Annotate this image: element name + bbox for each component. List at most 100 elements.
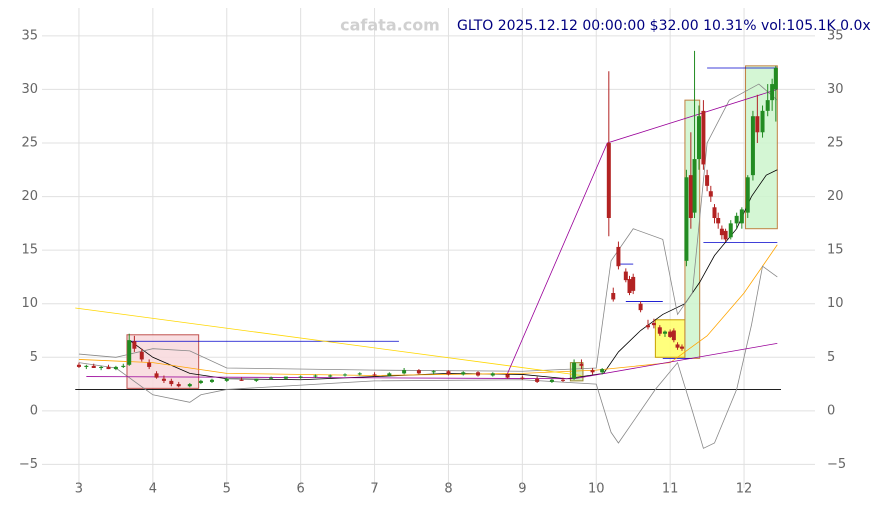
y-tick-label: 15: [21, 243, 38, 258]
indicator-line: [130, 169, 778, 381]
candle-body: [692, 159, 697, 213]
candle-body: [198, 380, 203, 383]
candle-body: [679, 346, 684, 349]
candle-body: [298, 376, 303, 378]
candle-body: [745, 177, 750, 213]
candle-body: [127, 340, 132, 365]
x-tick-label: 3: [75, 482, 83, 497]
candle-body: [708, 191, 713, 197]
candle-body: [113, 366, 118, 370]
candle-body: [535, 378, 540, 382]
candle-body: [734, 215, 739, 224]
candle-body: [402, 370, 407, 374]
y-tick-label: 5: [30, 350, 38, 365]
candle-body: [701, 110, 706, 165]
y-tick-label: −5: [19, 457, 38, 472]
candle-body: [91, 365, 96, 368]
candle-body: [719, 228, 724, 236]
candle-body: [476, 372, 481, 376]
y-tick-label: 10: [21, 296, 38, 311]
y-tick-label-right: 20: [827, 189, 844, 204]
candle-body: [623, 271, 628, 281]
y-tick-label: 30: [21, 82, 38, 97]
candle-body: [572, 362, 577, 379]
candle-body: [675, 344, 680, 348]
candle-body: [342, 374, 347, 376]
indicator-line: [507, 89, 778, 374]
x-tick-label: 8: [444, 482, 452, 497]
candle-body: [239, 379, 244, 381]
y-tick-label: 25: [21, 136, 38, 151]
candle-body: [132, 341, 137, 349]
x-tick-label: 4: [149, 482, 157, 497]
y-tick-label: 20: [21, 189, 38, 204]
candle-body: [357, 373, 362, 375]
indicator-line: [75, 307, 582, 376]
candle-body: [728, 223, 733, 238]
y-tick-label-right: −5: [827, 457, 846, 472]
candle-body: [645, 325, 650, 328]
candle-body: [611, 293, 616, 300]
candle-body: [627, 279, 632, 293]
candle-body: [372, 374, 377, 376]
candle-body: [84, 365, 89, 367]
y-tick-label: 0: [30, 403, 38, 418]
candle-body: [139, 351, 144, 360]
candle-body: [187, 384, 192, 387]
candle-body: [254, 378, 259, 381]
candle-body: [520, 377, 525, 379]
y-tick-label-right: 15: [827, 243, 844, 258]
candle-body: [283, 376, 288, 379]
chart-title: GLTO 2025.12.12 00:00:00 $32.00 10.31% v…: [457, 18, 871, 34]
x-tick-label: 11: [662, 482, 679, 497]
candle-body: [99, 366, 104, 368]
y-tick-label-right: 30: [827, 82, 844, 97]
candle-body: [106, 366, 111, 370]
y-tick-label: 35: [21, 28, 38, 43]
candle-body: [600, 369, 605, 373]
candle-body: [446, 371, 451, 375]
candle-body: [773, 68, 778, 90]
candle-body: [224, 378, 229, 381]
watermark: cafata.com: [340, 16, 440, 35]
candle-body: [560, 379, 565, 381]
candle-body: [712, 207, 717, 218]
candle-body: [431, 371, 436, 373]
candle-body: [651, 323, 656, 326]
candle-body: [705, 175, 710, 186]
candle-body: [750, 116, 755, 176]
candle-body: [490, 373, 495, 376]
candle-body: [161, 378, 166, 381]
candle-body: [631, 276, 636, 291]
candle-body: [176, 384, 181, 387]
y-tick-label-right: 10: [827, 296, 844, 311]
y-tick-label-right: 25: [827, 136, 844, 151]
candle-body: [76, 364, 81, 367]
candle-body: [688, 175, 693, 218]
candle-body: [638, 303, 643, 311]
indicator-line: [78, 83, 778, 372]
candle-body: [760, 110, 765, 133]
x-tick-label: 7: [370, 482, 378, 497]
candle-body: [579, 363, 584, 366]
candle-body: [590, 370, 595, 373]
candle-body: [755, 116, 760, 133]
candle-body: [606, 143, 611, 218]
y-tick-label-right: 0: [827, 403, 835, 418]
indicator-line: [78, 265, 778, 449]
candle-body: [765, 100, 770, 111]
candle-body: [739, 209, 744, 224]
x-tick-label: 12: [736, 482, 753, 497]
x-tick-label: 10: [588, 482, 605, 497]
candle-body: [147, 362, 152, 367]
candle-body: [169, 380, 174, 385]
y-tick-label-right: 5: [827, 350, 835, 365]
candle-body: [662, 331, 667, 334]
candle-body: [416, 370, 421, 374]
candle-body: [154, 373, 159, 378]
candle-body: [505, 374, 510, 378]
indicator-line: [78, 244, 778, 376]
candle-body: [716, 218, 721, 224]
candle-body: [209, 379, 214, 382]
